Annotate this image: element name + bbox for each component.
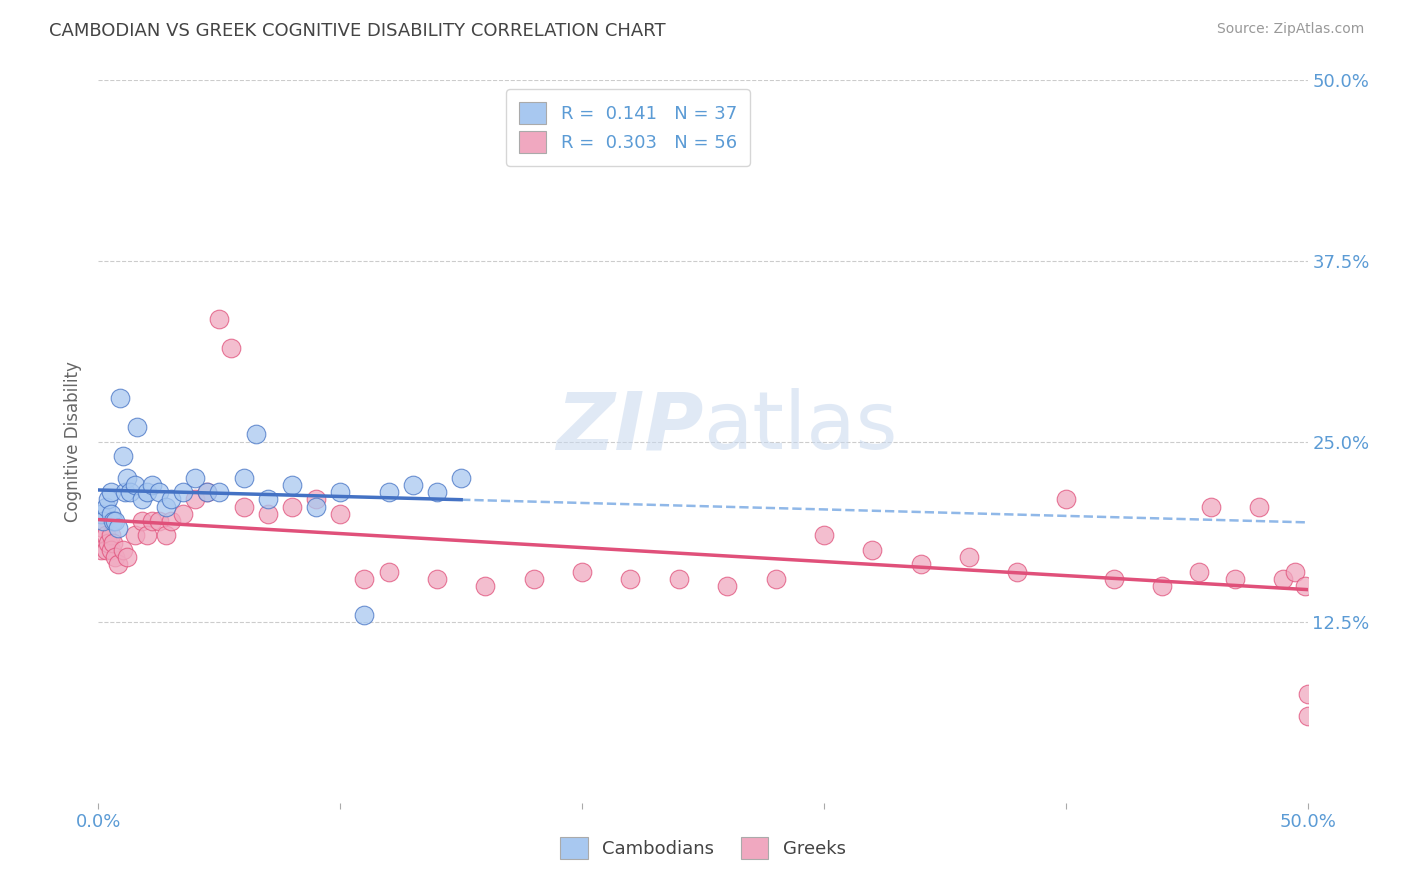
Point: [195, 485, 218, 500]
Point: [245, 427, 267, 442]
Point: [100, 542, 122, 557]
Y-axis label: Cognitive Disability: Cognitive Disability: [65, 361, 83, 522]
Point: [716, 579, 738, 593]
Point: [813, 528, 835, 542]
Point: [668, 572, 690, 586]
Point: [160, 492, 183, 507]
Point: [523, 572, 546, 586]
Point: [184, 470, 207, 484]
Point: [141, 478, 163, 492]
Point: [256, 507, 278, 521]
Point: [97, 492, 120, 507]
Text: ZIP: ZIP: [555, 388, 703, 467]
Point: [100, 485, 122, 500]
Point: [131, 492, 153, 507]
Point: [172, 485, 194, 500]
Point: [97, 535, 120, 549]
Point: [91, 521, 114, 535]
Point: [619, 572, 641, 586]
Point: [111, 449, 134, 463]
Point: [94, 500, 117, 514]
Point: [1054, 492, 1077, 507]
Point: [329, 507, 352, 521]
Point: [127, 420, 149, 434]
Point: [184, 492, 207, 507]
Point: [957, 550, 980, 565]
Point: [208, 485, 231, 500]
Point: [474, 579, 496, 593]
Point: [860, 542, 883, 557]
Text: Source: ZipAtlas.com: Source: ZipAtlas.com: [1216, 22, 1364, 37]
Point: [305, 500, 328, 514]
Point: [450, 470, 472, 484]
Point: [1296, 687, 1319, 701]
Point: [117, 470, 139, 484]
Point: [232, 500, 254, 514]
Point: [141, 514, 163, 528]
Point: [232, 470, 254, 484]
Point: [305, 492, 328, 507]
Point: [101, 535, 124, 549]
Point: [281, 500, 304, 514]
Point: [1249, 500, 1271, 514]
Point: [571, 565, 593, 579]
Point: [101, 514, 124, 528]
Point: [1223, 572, 1246, 586]
Point: [108, 391, 131, 405]
Point: [94, 528, 117, 542]
Point: [1007, 565, 1029, 579]
Point: [118, 485, 141, 500]
Point: [910, 558, 932, 572]
Point: [402, 478, 425, 492]
Point: [148, 514, 170, 528]
Point: [353, 607, 375, 622]
Point: [208, 311, 231, 326]
Point: [1102, 572, 1125, 586]
Point: [1188, 565, 1211, 579]
Point: [426, 572, 449, 586]
Point: [124, 528, 146, 542]
Point: [155, 528, 177, 542]
Point: [114, 485, 136, 500]
Point: [135, 485, 157, 500]
Point: [426, 485, 449, 500]
Point: [353, 572, 375, 586]
Point: [148, 485, 170, 500]
Point: [1152, 579, 1174, 593]
Point: [160, 514, 183, 528]
Point: [765, 572, 787, 586]
Point: [377, 485, 399, 500]
Point: [100, 507, 122, 521]
Text: atlas: atlas: [703, 388, 897, 467]
Point: [104, 514, 127, 528]
Point: [117, 550, 139, 565]
Point: [124, 478, 146, 492]
Point: [90, 542, 112, 557]
Point: [172, 507, 194, 521]
Point: [1294, 579, 1316, 593]
Point: [111, 542, 134, 557]
Point: [195, 485, 218, 500]
Point: [1199, 500, 1222, 514]
Point: [131, 514, 153, 528]
Point: [155, 500, 177, 514]
Point: [1296, 709, 1319, 723]
Point: [377, 565, 399, 579]
Point: [104, 550, 127, 565]
Point: [135, 528, 157, 542]
Point: [221, 341, 243, 355]
Point: [91, 514, 114, 528]
Text: CAMBODIAN VS GREEK COGNITIVE DISABILITY CORRELATION CHART: CAMBODIAN VS GREEK COGNITIVE DISABILITY …: [49, 22, 666, 40]
Point: [94, 542, 117, 557]
Point: [329, 485, 352, 500]
Point: [107, 558, 129, 572]
Point: [256, 492, 278, 507]
Point: [281, 478, 304, 492]
Point: [1284, 565, 1306, 579]
Legend: Cambodians, Greeks: Cambodians, Greeks: [553, 830, 853, 866]
Point: [1272, 572, 1295, 586]
Point: [90, 507, 112, 521]
Point: [100, 528, 122, 542]
Point: [107, 521, 129, 535]
